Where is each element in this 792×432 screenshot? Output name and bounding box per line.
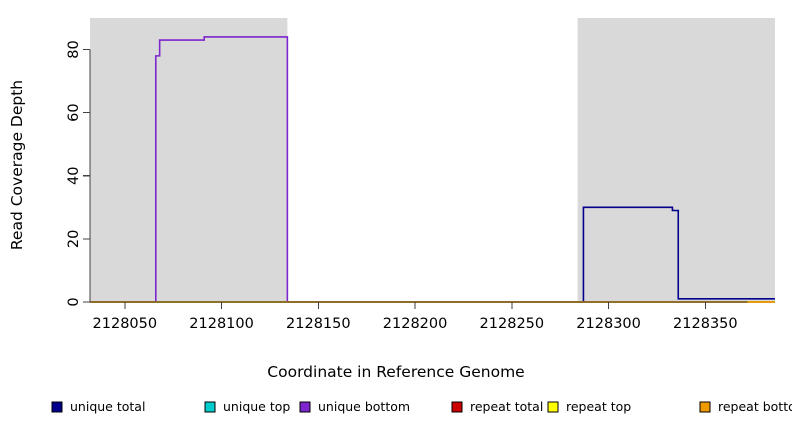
legend-item-unique-top[interactable]: unique top [204,399,290,414]
chart-legend: unique total unique top unique bottom repea… [51,399,792,414]
x-tick-label-2128250: 2128250 [480,316,545,332]
legend-label-repeat-top: repeat top [566,399,631,414]
legend-item-repeat-top[interactable]: repeat top [547,399,631,414]
legend-item-unique-bottom[interactable]: unique bottom [299,399,410,414]
legend-label-unique-top: unique top [223,399,290,414]
y-tick-label-20: 20 [66,230,82,248]
legend-swatch-repeat-total [451,401,463,413]
legend-swatch-unique-top [204,401,216,413]
legend-item-repeat-total[interactable]: repeat total [451,399,543,414]
legend-swatch-unique-total [51,401,63,413]
y-tick-label-60: 60 [66,103,82,121]
y-axis-ticks: 0 20 40 60 80 [66,40,90,307]
x-tick-label-2128050: 2128050 [93,316,158,332]
x-tick-label-2128100: 2128100 [189,316,254,332]
shaded-repeat-regions [90,18,775,302]
y-axis-title: Read Coverage Depth [8,80,26,250]
x-tick-label-2128150: 2128150 [286,316,351,332]
legend-label-repeat-total: repeat total [470,399,543,414]
legend-label-unique-bottom: unique bottom [318,399,410,414]
legend-label-unique-total: unique total [70,399,145,414]
shaded-region-1 [577,18,775,302]
legend-swatch-unique-bottom [299,401,311,413]
x-tick-label-2128200: 2128200 [383,316,448,332]
y-tick-label-40: 40 [66,167,82,185]
legend-swatch-repeat-bottom [699,401,711,413]
x-axis-ticks: 2128050 2128100 2128150 2128200 2128250 21283… [93,302,738,332]
x-tick-label-2128350: 2128350 [673,316,738,332]
legend-item-unique-total[interactable]: unique total [51,399,145,414]
legend-item-repeat-bottom[interactable]: repeat bottom [699,399,792,414]
x-tick-label-2128300: 2128300 [576,316,641,332]
y-tick-label-80: 80 [66,40,82,58]
shaded-region-0 [90,18,288,302]
x-axis-title: Coordinate in Reference Genome [267,363,524,381]
y-tick-label-0: 0 [66,297,82,306]
legend-label-repeat-bottom: repeat bottom [718,399,792,414]
legend-swatch-repeat-top [547,401,559,413]
